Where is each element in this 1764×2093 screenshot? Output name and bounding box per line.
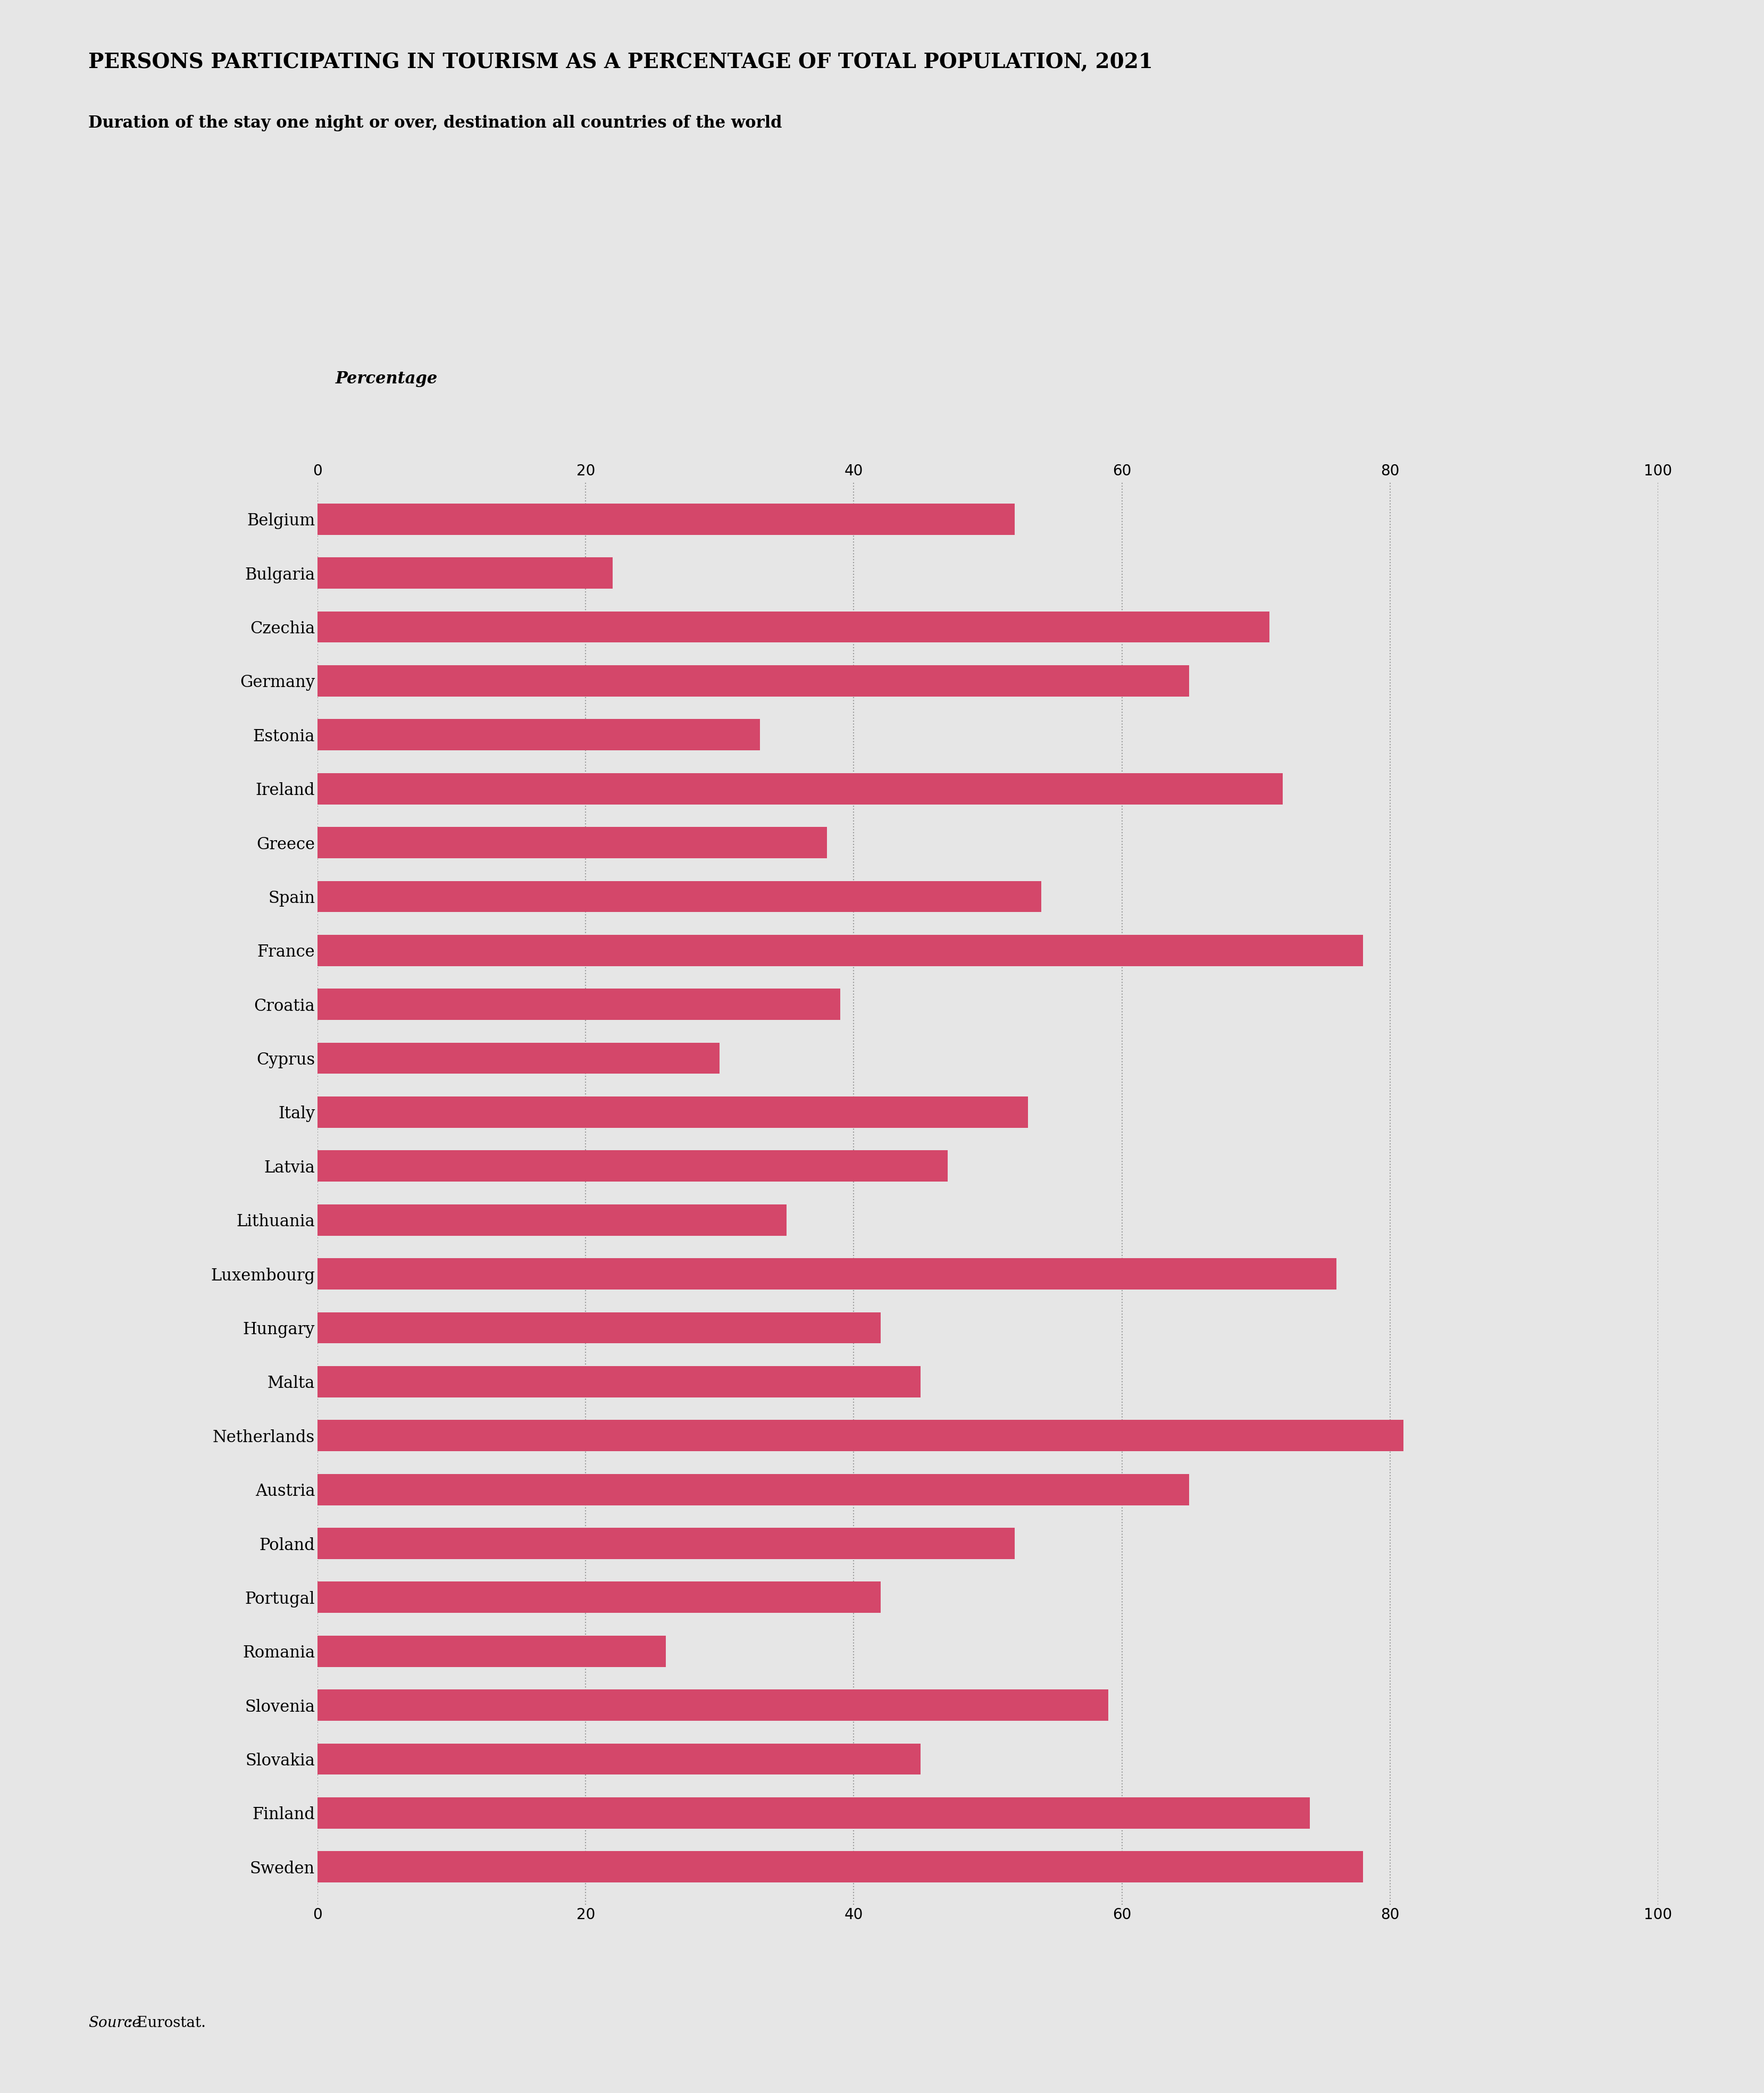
- Text: Duration of the stay one night or over, destination all countries of the world: Duration of the stay one night or over, …: [88, 115, 781, 132]
- Bar: [318, 1042, 720, 1074]
- Bar: [318, 1689, 1108, 1720]
- Text: Percentage: Percentage: [335, 370, 437, 387]
- Text: PERSONS PARTICIPATING IN TOURISM AS A PERCENTAGE OF TOTAL POPULATION, 2021: PERSONS PARTICIPATING IN TOURISM AS A PE…: [88, 52, 1154, 73]
- Bar: [318, 1743, 921, 1775]
- Bar: [318, 557, 612, 588]
- Text: Source: Source: [88, 2016, 141, 2030]
- Bar: [318, 827, 827, 858]
- Bar: [318, 1473, 1189, 1505]
- Bar: [318, 1151, 947, 1183]
- Bar: [318, 1203, 787, 1235]
- Bar: [318, 1258, 1337, 1289]
- Bar: [318, 1582, 880, 1614]
- Bar: [318, 1367, 921, 1398]
- Bar: [318, 1097, 1028, 1128]
- Bar: [318, 988, 840, 1019]
- Bar: [318, 936, 1364, 967]
- Bar: [318, 504, 1014, 534]
- Text: : Eurostat.: : Eurostat.: [127, 2016, 206, 2030]
- Bar: [318, 1312, 880, 1344]
- Bar: [318, 1850, 1364, 1882]
- Bar: [318, 1528, 1014, 1559]
- Bar: [318, 1419, 1404, 1450]
- Bar: [318, 720, 760, 751]
- Bar: [318, 772, 1282, 804]
- Bar: [318, 611, 1270, 643]
- Bar: [318, 1635, 667, 1666]
- Bar: [318, 1798, 1309, 1829]
- Bar: [318, 881, 1041, 913]
- Bar: [318, 666, 1189, 697]
